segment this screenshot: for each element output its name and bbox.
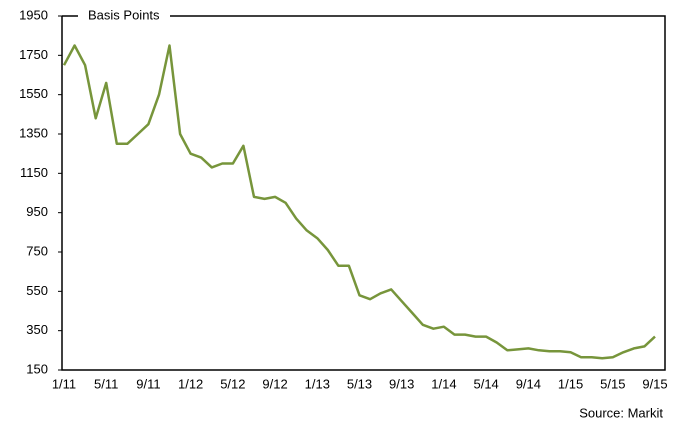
source-note: Source: Markit [579,405,663,420]
x-tick-label: 9/14 [516,376,541,391]
chart-title: Basis Points [88,7,160,22]
x-tick-label: 5/15 [600,376,625,391]
x-tick-label: 9/13 [389,376,414,391]
y-tick-label: 750 [26,243,48,258]
x-tick-label: 1/11 [52,376,76,391]
y-tick-label: 1350 [19,125,48,140]
y-tick-label: 1550 [19,86,48,101]
x-tick-label: 5/11 [94,376,118,391]
x-tick-label: 1/14 [431,376,456,391]
x-tick-label: 1/15 [558,376,583,391]
x-tick-label: 5/13 [347,376,372,391]
x-tick-label: 9/12 [262,376,287,391]
y-tick-label: 1950 [19,7,48,22]
y-tick-label: 950 [26,204,48,219]
x-tick-label: 9/15 [642,376,667,391]
x-tick-label: 9/11 [136,376,160,391]
y-tick-label: 1750 [19,47,48,62]
x-tick-label: 1/12 [178,376,203,391]
x-tick-label: 1/13 [305,376,330,391]
data-line [62,44,656,360]
x-tick-label: 5/14 [473,376,498,391]
y-tick-label: 550 [26,283,48,298]
y-tick-label: 150 [26,361,48,376]
y-tick-label: 1150 [20,165,48,180]
x-tick-label: 5/12 [220,376,245,391]
y-tick-label: 350 [26,322,48,337]
